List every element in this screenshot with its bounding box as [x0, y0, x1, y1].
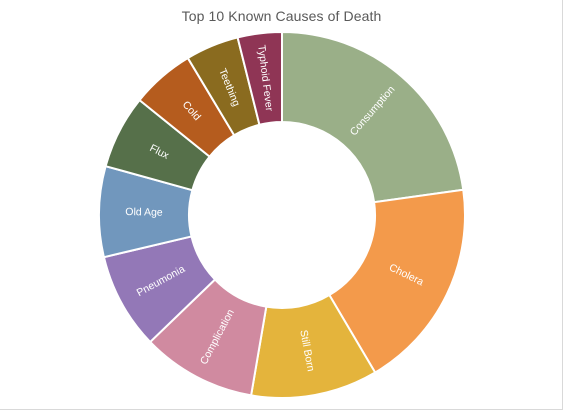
- slice-label-old-age: Old Age: [125, 206, 163, 219]
- slice-cholera[interactable]: [327, 188, 466, 374]
- slice-typhoid-fever[interactable]: [236, 30, 283, 126]
- chart-title: Top 10 Known Causes of Death: [181, 8, 382, 24]
- slice-consumption[interactable]: [281, 30, 465, 204]
